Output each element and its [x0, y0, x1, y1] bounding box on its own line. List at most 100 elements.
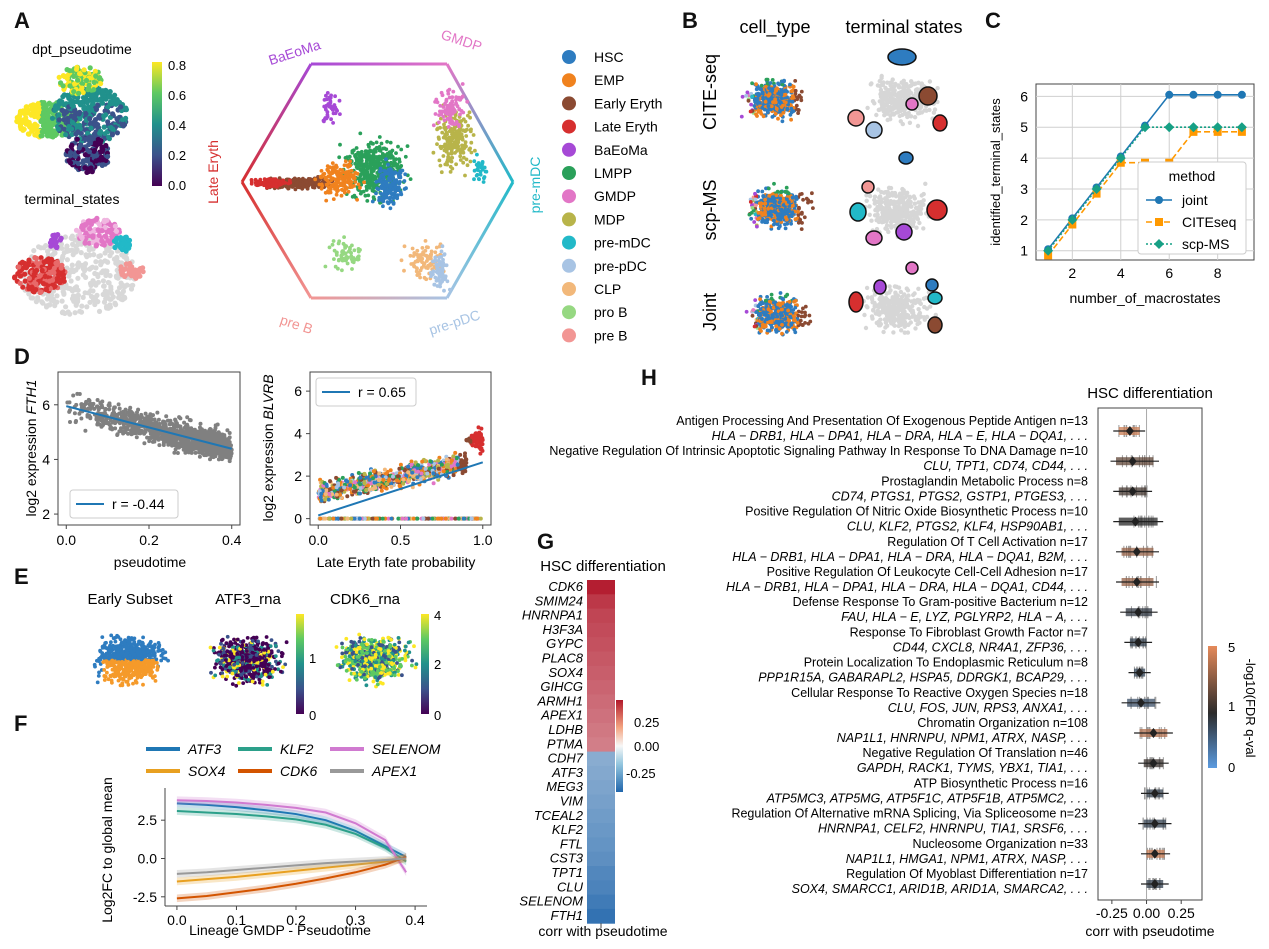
- simplex-point: [444, 97, 449, 102]
- b-cell: [765, 108, 770, 113]
- b-cell: [779, 113, 783, 118]
- simplex-point: [387, 150, 392, 155]
- simplex-point: [342, 163, 347, 168]
- simplex-point: [463, 173, 467, 178]
- b-cell: [761, 95, 765, 100]
- simplex-point: [377, 147, 382, 152]
- simplex-point: [403, 154, 408, 159]
- umap-terminal-cell: [88, 288, 94, 294]
- umap-pseudotime-cell: [109, 132, 115, 138]
- b-cell: [794, 196, 799, 201]
- simplex-point: [378, 168, 383, 173]
- simplex-point: [395, 193, 400, 198]
- simplex-point: [398, 169, 403, 174]
- simplex-point: [338, 112, 342, 116]
- b-term-cell: [916, 80, 921, 86]
- simplex-point: [381, 160, 386, 164]
- simplex-point: [446, 152, 451, 156]
- simplex-point: [435, 142, 439, 147]
- umap-pseudotime-cell: [79, 85, 85, 91]
- b-cell: [790, 210, 795, 215]
- simplex-point: [347, 154, 352, 159]
- b-cell: [797, 205, 801, 210]
- umap-terminal-cell: [104, 271, 110, 277]
- simplex-point: [405, 144, 410, 149]
- simplex-point: [395, 180, 400, 185]
- umap-terminal-cell: [51, 265, 57, 271]
- simplex-point: [440, 93, 445, 98]
- b-cell: [753, 99, 757, 104]
- umap-terminal-cell: [70, 241, 76, 247]
- simplex-point: [403, 172, 408, 177]
- simplex-point: [359, 158, 364, 163]
- simplex-point: [249, 178, 254, 182]
- b-term-cell: [909, 211, 914, 216]
- umap-pseudotime-cell: [29, 125, 35, 131]
- umap-pseudotime-cell: [106, 94, 112, 100]
- simplex-point: [332, 257, 336, 261]
- umap-pseudotime-cell: [56, 117, 62, 123]
- umap-terminal-cell: [31, 248, 37, 254]
- b-cell: [793, 88, 798, 93]
- b-term-cell: [882, 113, 887, 118]
- b-term-cell: [905, 114, 910, 120]
- b-cell: [756, 211, 761, 215]
- b-term-cell: [907, 120, 913, 126]
- simplex-point: [468, 115, 472, 120]
- simplex-point: [471, 133, 476, 137]
- umap-pseudotime-cell: [38, 133, 44, 139]
- umap-pseudotime-cell: [35, 101, 41, 107]
- b-term-cell: [918, 206, 924, 211]
- umap-terminal-cell: [41, 245, 47, 251]
- b-cell: [781, 103, 785, 108]
- umap-pseudotime-cell: [17, 110, 23, 117]
- b-term-cell: [877, 99, 882, 104]
- umap-pseudotime-cell: [89, 102, 95, 108]
- legend-marker: [562, 328, 576, 343]
- umap-pseudotime-cell: [81, 67, 87, 73]
- simplex-point: [459, 109, 464, 113]
- panel-label-b: B: [682, 8, 698, 33]
- simplex-point: [332, 181, 337, 186]
- simplex-point: [369, 157, 374, 162]
- umap-pseudotime-cell: [61, 111, 67, 117]
- simplex-point: [371, 184, 376, 189]
- b-cell: [769, 213, 773, 217]
- b-cell: [807, 313, 812, 318]
- umap-pseudotime-cell: [83, 111, 89, 117]
- simplex-point: [450, 155, 455, 160]
- simplex-point: [327, 104, 332, 109]
- umap-terminal-cell: [19, 259, 25, 265]
- legend-label: Late Eryth: [594, 119, 658, 135]
- simplex-points: [249, 82, 489, 293]
- simplex-point: [342, 243, 347, 248]
- b-term-cell: [898, 209, 903, 214]
- umap-terminal-cell: [105, 238, 111, 244]
- legend-label: GMDP: [594, 188, 636, 204]
- b-cell: [744, 93, 748, 98]
- simplex-point: [421, 250, 426, 255]
- umap-pseudotime-cell: [34, 123, 40, 129]
- simplex-point: [324, 198, 329, 203]
- b-cell: [767, 86, 771, 90]
- umap-pseudotime-cell: [79, 81, 86, 87]
- umap-pseudotime-cell: [63, 132, 69, 138]
- col-title-terminal-states: terminal states: [845, 17, 962, 37]
- simplex-point: [358, 191, 363, 196]
- umap-terminal-cell: [75, 287, 81, 293]
- simplex-point: [450, 132, 454, 137]
- simplex-point: [329, 177, 334, 182]
- simplex-point: [374, 191, 378, 196]
- simplex-point: [336, 177, 341, 182]
- umap-pseudotime-cell: [75, 160, 81, 167]
- simplex-point: [379, 141, 384, 146]
- b-cell: [758, 204, 763, 209]
- b-cell: [779, 189, 784, 194]
- umap-terminal-cell: [119, 269, 125, 275]
- simplex-point: [468, 146, 472, 151]
- simplex-point: [371, 141, 375, 146]
- simplex-point: [370, 199, 375, 204]
- simplex-point: [451, 89, 456, 94]
- umap-pseudotime-cell: [100, 89, 106, 95]
- simplex-point: [384, 157, 388, 162]
